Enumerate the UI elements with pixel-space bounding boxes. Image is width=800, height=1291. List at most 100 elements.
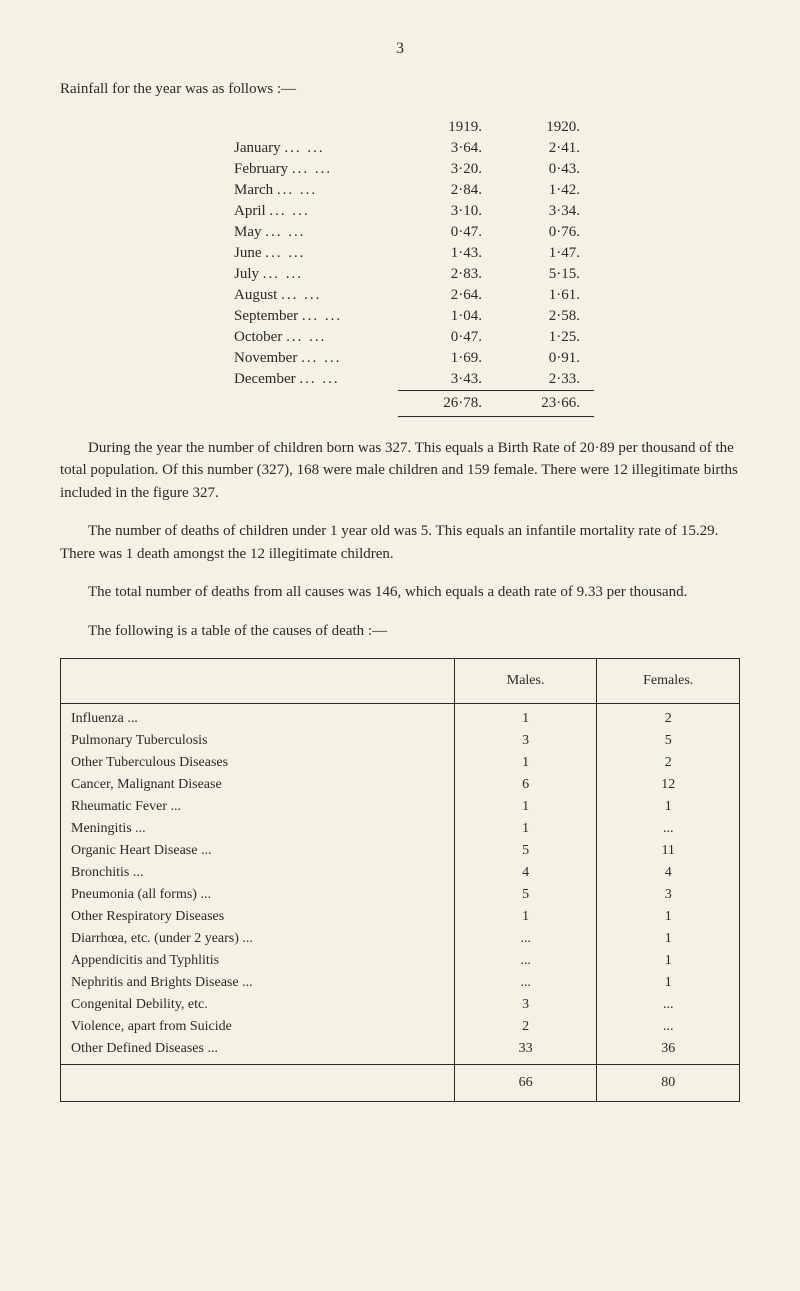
- cause-label: Violence, apart from Suicide: [61, 1016, 455, 1038]
- rainfall-intro: Rainfall for the year was as follows :—: [60, 78, 740, 101]
- rainfall-value-1920: 1·25.: [496, 327, 594, 348]
- rainfall-month: November ... ...: [220, 348, 398, 369]
- rainfall-month: April ... ...: [220, 201, 398, 222]
- cause-females: 1: [597, 928, 740, 950]
- rainfall-row: October ... ...0·47.1·25.: [220, 327, 594, 348]
- rainfall-row: July ... ...2·83.5·15.: [220, 264, 594, 285]
- rainfall-month: March ... ...: [220, 180, 398, 201]
- rainfall-row: March ... ...2·84.1·42.: [220, 180, 594, 201]
- cause-females: 12: [597, 774, 740, 796]
- rainfall-total-row: 26·78. 23·66.: [220, 390, 594, 416]
- causes-row: Cancer, Malignant Disease612: [61, 774, 740, 796]
- cause-females: ...: [597, 818, 740, 840]
- rainfall-value-1920: 3·34.: [496, 201, 594, 222]
- cause-label: Nephritis and Brights Disease ...: [61, 972, 455, 994]
- causes-row: Violence, apart from Suicide2...: [61, 1016, 740, 1038]
- paragraph-death-rate: The total number of deaths from all caus…: [60, 581, 740, 604]
- cause-males: ...: [454, 972, 597, 994]
- rainfall-month: July ... ...: [220, 264, 398, 285]
- cause-males: 1: [454, 796, 597, 818]
- cause-males: 3: [454, 994, 597, 1016]
- rainfall-value-1919: 3·10.: [398, 201, 496, 222]
- cause-males: ...: [454, 950, 597, 972]
- cause-label: Meningitis ...: [61, 818, 455, 840]
- causes-row: Pneumonia (all forms) ...53: [61, 884, 740, 906]
- cause-females: 36: [597, 1038, 740, 1060]
- cause-label: Other Defined Diseases ...: [61, 1038, 455, 1060]
- causes-row: Organic Heart Disease ...511: [61, 840, 740, 862]
- causes-row: Congenital Debility, etc.3...: [61, 994, 740, 1016]
- cause-females: 1: [597, 972, 740, 994]
- rainfall-row: June ... ...1·43.1·47.: [220, 243, 594, 264]
- rainfall-value-1919: 0·47.: [398, 222, 496, 243]
- causes-row: Rheumatic Fever ...11: [61, 796, 740, 818]
- rainfall-month: February ... ...: [220, 159, 398, 180]
- rainfall-value-1919: 0·47.: [398, 327, 496, 348]
- causes-row: Diarrhœa, etc. (under 2 years) ......1: [61, 928, 740, 950]
- cause-females: 1: [597, 796, 740, 818]
- causes-row: Pulmonary Tuberculosis35: [61, 730, 740, 752]
- causes-row: Other Respiratory Diseases11: [61, 906, 740, 928]
- cause-label: Diarrhœa, etc. (under 2 years) ...: [61, 928, 455, 950]
- cause-label: Organic Heart Disease ...: [61, 840, 455, 862]
- rainfall-value-1919: 2·83.: [398, 264, 496, 285]
- causes-row: Meningitis ...1...: [61, 818, 740, 840]
- rainfall-total-1919: 26·78.: [398, 390, 496, 416]
- cause-label: Pulmonary Tuberculosis: [61, 730, 455, 752]
- cause-females: 1: [597, 950, 740, 972]
- cause-females: ...: [597, 1016, 740, 1038]
- causes-total-row: 66 80: [61, 1065, 740, 1102]
- rainfall-value-1920: 2·41.: [496, 138, 594, 159]
- cause-label: Other Respiratory Diseases: [61, 906, 455, 928]
- rainfall-table: 1919. 1920. January ... ...3·64.2·41.Feb…: [220, 117, 594, 417]
- rainfall-value-1919: 3·64.: [398, 138, 496, 159]
- rainfall-value-1920: 2·58.: [496, 306, 594, 327]
- year-1919: 1919.: [398, 117, 496, 138]
- cause-females: 1: [597, 906, 740, 928]
- cause-males: 1: [454, 906, 597, 928]
- paragraph-infant-mortality: The number of deaths of children under 1…: [60, 520, 740, 565]
- header-females: Females.: [597, 659, 740, 704]
- total-females: 80: [597, 1065, 740, 1102]
- cause-females: 11: [597, 840, 740, 862]
- rainfall-month: June ... ...: [220, 243, 398, 264]
- rainfall-row: May ... ...0·47.0·76.: [220, 222, 594, 243]
- cause-label: Rheumatic Fever ...: [61, 796, 455, 818]
- rainfall-month: December ... ...: [220, 369, 398, 391]
- rainfall-row: December ... ...3·43.2·33.: [220, 369, 594, 391]
- paragraph-births: During the year the number of children b…: [60, 437, 740, 505]
- rainfall-row: January ... ...3·64.2·41.: [220, 138, 594, 159]
- cause-females: 4: [597, 862, 740, 884]
- header-males: Males.: [454, 659, 597, 704]
- cause-females: 5: [597, 730, 740, 752]
- rainfall-month: September ... ...: [220, 306, 398, 327]
- rainfall-value-1920: 0·91.: [496, 348, 594, 369]
- cause-males: 1: [454, 752, 597, 774]
- rainfall-value-1919: 1·04.: [398, 306, 496, 327]
- rainfall-row: September ... ...1·04.2·58.: [220, 306, 594, 327]
- paragraph-causes-intro: The following is a table of the causes o…: [60, 620, 740, 643]
- rainfall-month: January ... ...: [220, 138, 398, 159]
- cause-males: 6: [454, 774, 597, 796]
- rainfall-row: November ... ...1·69.0·91.: [220, 348, 594, 369]
- cause-males: 1: [454, 708, 597, 730]
- year-1920: 1920.: [496, 117, 594, 138]
- rainfall-value-1920: 2·33.: [496, 369, 594, 391]
- causes-row: Influenza ...12: [61, 708, 740, 730]
- rainfall-row: August ... ...2·64.1·61.: [220, 285, 594, 306]
- rainfall-month: May ... ...: [220, 222, 398, 243]
- cause-label: Influenza ...: [61, 708, 455, 730]
- rainfall-month: October ... ...: [220, 327, 398, 348]
- rainfall-value-1920: 1·42.: [496, 180, 594, 201]
- cause-males: 1: [454, 818, 597, 840]
- rainfall-value-1919: 3·20.: [398, 159, 496, 180]
- rainfall-total-1920: 23·66.: [496, 390, 594, 416]
- cause-females: 2: [597, 708, 740, 730]
- page-number: 3: [60, 40, 740, 58]
- cause-label: Congenital Debility, etc.: [61, 994, 455, 1016]
- rainfall-month: August ... ...: [220, 285, 398, 306]
- cause-label: Pneumonia (all forms) ...: [61, 884, 455, 906]
- rainfall-value-1919: 1·43.: [398, 243, 496, 264]
- rainfall-header-row: 1919. 1920.: [220, 117, 594, 138]
- cause-males: 4: [454, 862, 597, 884]
